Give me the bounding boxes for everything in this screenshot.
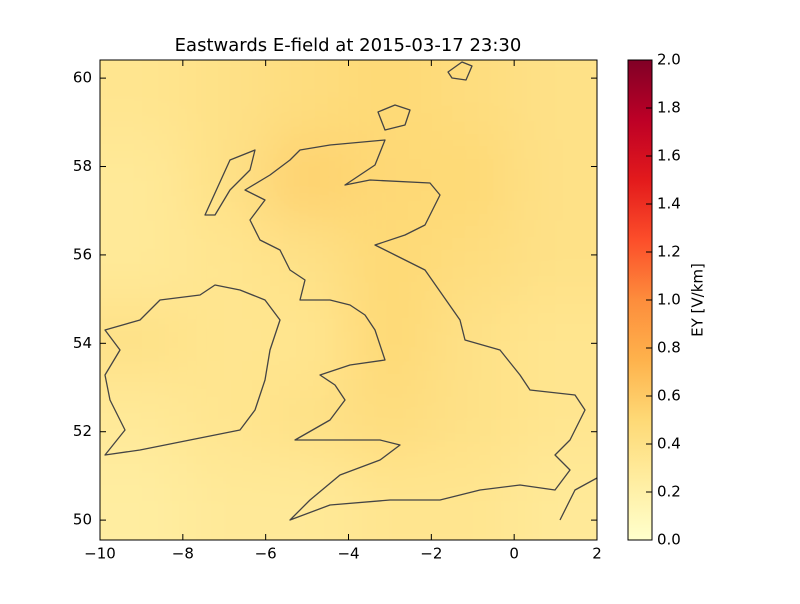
colorbar-tick-label: 0.8 (657, 339, 681, 357)
field-cell (514, 460, 597, 540)
field-cell (348, 380, 433, 461)
colorbar-label: EY [V/km] (689, 263, 707, 337)
x-tick-label: 2 (592, 545, 602, 563)
field-cell (265, 140, 350, 221)
x-tick-label: −10 (84, 545, 116, 563)
y-tick-label: 54 (73, 334, 92, 352)
field-cell (100, 300, 184, 381)
y-tick-label: 52 (73, 422, 92, 440)
field-cell (100, 140, 184, 221)
field-cell (431, 140, 516, 221)
field-cell (514, 380, 597, 461)
colorbar-tick-label: 0.0 (657, 531, 681, 549)
x-tick-label: −6 (255, 545, 277, 563)
field-cell (182, 60, 267, 141)
colorbar-tick-label: 2.0 (657, 51, 681, 69)
field-cell (514, 300, 597, 381)
field-cell (100, 460, 184, 540)
field-clip (100, 60, 597, 540)
field-cell (348, 220, 433, 301)
y-tick-label: 60 (73, 69, 92, 87)
colorbar-tick-label: 1.6 (657, 147, 681, 165)
colorbar-tick-label: 0.2 (657, 483, 681, 501)
coast-shetland (447, 61, 473, 81)
coast-orkney (377, 104, 411, 131)
x-tick-label: −4 (337, 545, 359, 563)
field-cell (182, 140, 267, 221)
field-cell (431, 300, 516, 381)
field-cell (182, 460, 267, 540)
field-cell (514, 60, 597, 141)
field-cell (265, 60, 350, 141)
field-cell (100, 60, 184, 141)
colorbar-tick-label: 1.4 (657, 195, 681, 213)
field-cell (100, 380, 184, 461)
coastlines (104, 61, 597, 521)
coast-great-britain (244, 139, 586, 521)
field-cell (431, 220, 516, 301)
field-cell (348, 60, 433, 141)
coast-france (559, 477, 597, 521)
colorbar-tick-label: 0.4 (657, 435, 681, 453)
coast-hebrides (204, 149, 256, 216)
x-tick-label: 0 (509, 545, 519, 563)
field (100, 60, 597, 540)
field-cell (265, 220, 350, 301)
field-cell (182, 300, 267, 381)
colorbar-tick-label: 1.8 (657, 99, 681, 117)
field-cell (265, 460, 350, 540)
field-cell (182, 220, 267, 301)
x-tick-label: −2 (420, 545, 442, 563)
x-tick-label: −8 (172, 545, 194, 563)
colorbar-tick-label: 1.2 (657, 243, 681, 261)
field-cell (431, 60, 516, 141)
y-tick-label: 50 (73, 511, 92, 529)
field-cell (431, 380, 516, 461)
field-cell (100, 220, 184, 301)
y-tick-label: 56 (73, 245, 92, 263)
coast-ireland (104, 284, 281, 456)
field-cell (265, 300, 350, 381)
field-cell (182, 380, 267, 461)
field-cell (431, 460, 516, 540)
field-cell (514, 220, 597, 301)
chart-title: Eastwards E-field at 2015-03-17 23:30 (175, 35, 522, 56)
colorbar-tick-label: 0.6 (657, 387, 681, 405)
field-cell (514, 140, 597, 221)
field-cell (348, 460, 433, 540)
y-tick-label: 58 (73, 157, 92, 175)
field-cell (265, 380, 350, 461)
colorbar-tick-label: 1.0 (657, 291, 681, 309)
